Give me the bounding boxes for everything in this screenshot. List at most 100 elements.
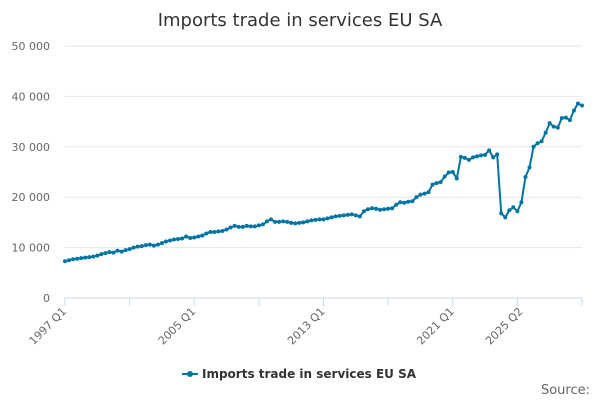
data-point[interactable] bbox=[216, 229, 221, 234]
data-point[interactable] bbox=[515, 209, 520, 214]
data-point[interactable] bbox=[430, 182, 435, 187]
data-point[interactable] bbox=[143, 243, 148, 248]
data-point[interactable] bbox=[386, 206, 391, 211]
data-point[interactable] bbox=[474, 154, 479, 159]
data-point[interactable] bbox=[309, 218, 314, 223]
data-point[interactable] bbox=[378, 207, 383, 212]
data-point[interactable] bbox=[111, 250, 116, 255]
data-point[interactable] bbox=[75, 256, 80, 261]
data-point[interactable] bbox=[103, 251, 108, 256]
data-point[interactable] bbox=[442, 174, 447, 179]
data-point[interactable] bbox=[523, 175, 528, 180]
data-point[interactable] bbox=[402, 200, 407, 205]
legend-label[interactable]: Imports trade in services EU SA bbox=[202, 367, 417, 381]
data-point[interactable] bbox=[67, 258, 72, 263]
data-point[interactable] bbox=[382, 207, 387, 212]
data-point[interactable] bbox=[188, 236, 193, 241]
data-point[interactable] bbox=[462, 155, 467, 160]
data-point[interactable] bbox=[547, 121, 552, 126]
data-point[interactable] bbox=[212, 229, 217, 234]
data-point[interactable] bbox=[123, 248, 128, 253]
data-point[interactable] bbox=[176, 237, 181, 242]
data-point[interactable] bbox=[543, 130, 548, 135]
data-point[interactable] bbox=[422, 191, 427, 196]
data-point[interactable] bbox=[349, 212, 354, 217]
data-point[interactable] bbox=[426, 190, 431, 195]
data-point[interactable] bbox=[531, 144, 536, 149]
data-point[interactable] bbox=[119, 249, 124, 254]
data-point[interactable] bbox=[511, 205, 516, 210]
data-point[interactable] bbox=[438, 180, 443, 185]
data-point[interactable] bbox=[495, 152, 500, 157]
data-point[interactable] bbox=[398, 200, 403, 205]
data-point[interactable] bbox=[390, 206, 395, 211]
data-point[interactable] bbox=[273, 219, 278, 224]
data-point[interactable] bbox=[155, 242, 160, 247]
data-point[interactable] bbox=[139, 244, 144, 249]
data-point[interactable] bbox=[434, 181, 439, 186]
data-point[interactable] bbox=[466, 157, 471, 162]
data-point[interactable] bbox=[87, 255, 92, 260]
data-point[interactable] bbox=[503, 215, 508, 220]
data-point[interactable] bbox=[470, 155, 475, 160]
data-point[interactable] bbox=[277, 219, 282, 224]
data-point[interactable] bbox=[559, 116, 564, 121]
data-point[interactable] bbox=[450, 170, 455, 174]
data-point[interactable] bbox=[168, 238, 173, 243]
data-point[interactable] bbox=[361, 209, 366, 214]
data-point[interactable] bbox=[232, 223, 237, 228]
data-point[interactable] bbox=[357, 214, 362, 219]
data-point[interactable] bbox=[163, 239, 168, 244]
data-point[interactable] bbox=[184, 234, 189, 239]
data-point[interactable] bbox=[220, 228, 225, 233]
data-point[interactable] bbox=[551, 124, 556, 129]
data-point[interactable] bbox=[418, 192, 423, 197]
data-point[interactable] bbox=[293, 221, 298, 226]
data-point[interactable] bbox=[115, 248, 120, 253]
data-point[interactable] bbox=[487, 148, 492, 153]
data-point[interactable] bbox=[406, 199, 411, 204]
data-point[interactable] bbox=[325, 216, 330, 221]
data-point[interactable] bbox=[192, 235, 197, 240]
data-point[interactable] bbox=[571, 108, 576, 113]
data-point[interactable] bbox=[563, 115, 568, 120]
data-point[interactable] bbox=[244, 223, 249, 228]
data-point[interactable] bbox=[285, 219, 290, 224]
data-point[interactable] bbox=[337, 213, 342, 218]
data-point[interactable] bbox=[483, 152, 488, 157]
legend[interactable]: Imports trade in services EU SA bbox=[182, 367, 417, 381]
data-point[interactable] bbox=[228, 225, 233, 230]
data-point[interactable] bbox=[99, 252, 104, 257]
data-point[interactable] bbox=[479, 153, 484, 158]
data-point[interactable] bbox=[555, 125, 560, 130]
data-point[interactable] bbox=[200, 233, 205, 238]
data-point[interactable] bbox=[91, 254, 96, 259]
data-point[interactable] bbox=[575, 101, 580, 106]
data-point[interactable] bbox=[147, 242, 152, 247]
data-point[interactable] bbox=[369, 206, 374, 211]
data-point[interactable] bbox=[196, 234, 201, 239]
data-point[interactable] bbox=[458, 154, 463, 159]
data-point[interactable] bbox=[236, 224, 241, 229]
data-point[interactable] bbox=[580, 103, 584, 108]
data-point[interactable] bbox=[365, 207, 370, 212]
data-point[interactable] bbox=[507, 208, 512, 213]
data-point[interactable] bbox=[289, 220, 294, 225]
data-point[interactable] bbox=[333, 214, 338, 219]
data-point[interactable] bbox=[224, 227, 229, 232]
data-point[interactable] bbox=[410, 199, 415, 204]
data-point[interactable] bbox=[260, 222, 265, 227]
data-point[interactable] bbox=[297, 220, 302, 225]
data-point[interactable] bbox=[63, 259, 67, 264]
data-point[interactable] bbox=[159, 241, 164, 246]
data-point[interactable] bbox=[446, 170, 451, 175]
data-point[interactable] bbox=[151, 243, 156, 248]
data-point[interactable] bbox=[353, 213, 358, 218]
data-point[interactable] bbox=[71, 257, 76, 262]
data-point[interactable] bbox=[539, 139, 544, 144]
data-point[interactable] bbox=[107, 250, 112, 255]
data-point[interactable] bbox=[256, 223, 261, 228]
data-point[interactable] bbox=[131, 245, 136, 250]
data-point[interactable] bbox=[248, 224, 253, 229]
data-point[interactable] bbox=[329, 215, 334, 220]
